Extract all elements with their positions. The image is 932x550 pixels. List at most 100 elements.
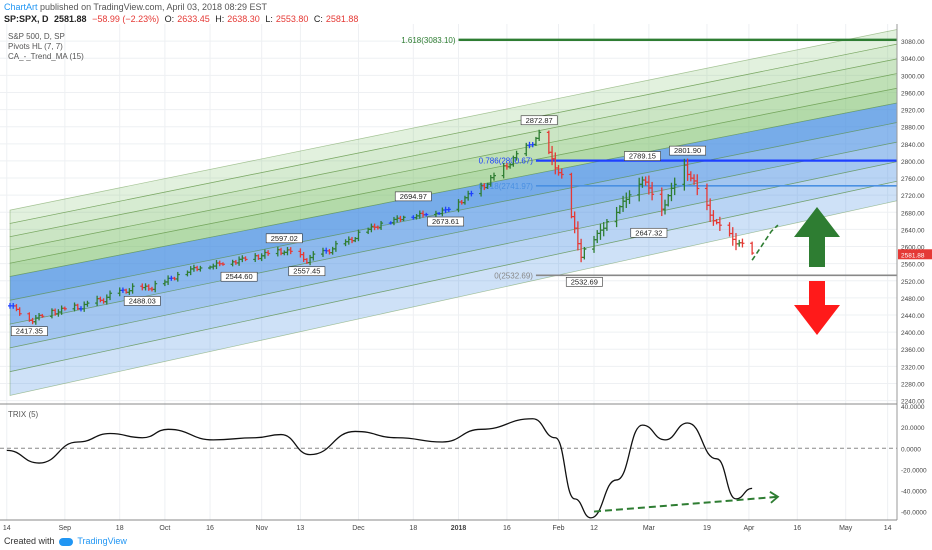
fib-level-label: 1.618(3083.10)	[401, 36, 456, 45]
study-legend: S&P 500, D, SP Pivots HL (7, 7) CA_-_Tre…	[8, 32, 84, 62]
pivot-label-box	[288, 266, 326, 277]
channel-band-green	[9, 29, 897, 224]
time-tick-label: 12	[590, 525, 598, 532]
price-tick-label: 2720.00	[901, 193, 925, 200]
pivot-label-box	[265, 233, 303, 244]
time-tick-label: Nov	[255, 525, 268, 532]
last-price-tag-label: 2581.88	[901, 252, 925, 259]
pivot-label: 2597.02	[271, 234, 298, 243]
channel-band-green	[9, 87, 897, 277]
trix-pane	[0, 404, 897, 520]
channel-band-green	[9, 43, 897, 238]
last-price-tag	[898, 249, 932, 260]
divergence-line	[593, 495, 779, 513]
legend-pivots[interactable]: Pivots HL (7, 7)	[8, 42, 63, 51]
price-tick-label: 2680.00	[901, 210, 925, 217]
trix-tick-label: 0.0000	[901, 446, 921, 453]
channel-band-green	[9, 73, 897, 264]
footer: Created with TradingView	[4, 536, 127, 546]
pivot-label-box	[10, 326, 48, 336]
price-tick-label: 2400.00	[901, 330, 925, 337]
legend-symbol[interactable]: S&P 500, D, SP	[8, 32, 65, 41]
pivot-label-box	[123, 296, 161, 306]
price-tick-label: 3000.00	[901, 73, 925, 80]
arrow-up-icon	[794, 207, 840, 267]
close-label: C:	[313, 14, 323, 24]
price-tick-label: 2240.00	[901, 399, 925, 406]
open-label: O:	[164, 14, 175, 24]
fib-level-label: 0(2532.69)	[494, 271, 533, 280]
last-price: 2581.88	[54, 14, 87, 24]
projection-dash	[751, 224, 779, 261]
time-tick-label: 13	[296, 525, 304, 532]
author-link[interactable]: ChartArt	[4, 2, 38, 12]
legend-trend-ma[interactable]: CA_-_Trend_MA (15)	[8, 52, 84, 61]
low-label: L:	[265, 14, 273, 24]
footer-created: Created with	[4, 536, 55, 546]
time-tick-label: 16	[793, 525, 801, 532]
trix-tick-label: 40.0000	[901, 404, 925, 411]
pivot-label: 2532.69	[571, 277, 598, 286]
price-tick-label: 2360.00	[901, 347, 925, 354]
price-tick-label: 3080.00	[901, 39, 925, 46]
symbol-label: SP:SPX, D	[4, 14, 49, 24]
price-pane	[0, 24, 897, 404]
pivot-label-box	[630, 227, 668, 238]
price-tick-label: 2760.00	[901, 176, 925, 183]
trix-tick-label: -20.0000	[901, 467, 927, 474]
pivot-label: 2872.87	[526, 116, 553, 125]
time-tick-label: Dec	[352, 525, 365, 532]
price-tick-label: 2320.00	[901, 364, 925, 371]
time-tick-label: 2018	[451, 525, 467, 532]
pivot-label: 2789.15	[629, 152, 656, 161]
price-tick-label: 2800.00	[901, 159, 925, 166]
time-tick-label: 14	[3, 525, 11, 532]
price-tick-label: 2960.00	[901, 90, 925, 97]
price-tick-label: 2520.00	[901, 279, 925, 286]
price-tick-label: 2480.00	[901, 296, 925, 303]
pivot-label-box	[624, 151, 661, 161]
channel-band-blue	[9, 180, 897, 396]
high-value: 2638.30	[227, 14, 260, 24]
pivot-label: 2801.90	[674, 146, 701, 155]
trix-tick-label: -40.0000	[901, 488, 927, 495]
pivot-label-box	[394, 191, 432, 202]
time-tick-label: 18	[409, 525, 417, 532]
time-tick-label: 19	[703, 525, 711, 532]
fib-level-label: 0.786(2800.67)	[479, 157, 534, 166]
time-tick-label: Apr	[743, 525, 755, 532]
pivot-label-box	[220, 271, 258, 282]
channel-band-blue	[9, 161, 897, 373]
price-tick-label: 2880.00	[901, 125, 925, 132]
pivot-label: 2694.97	[400, 192, 427, 201]
close-value: 2581.88	[325, 14, 359, 24]
pivot-label-box	[427, 216, 464, 227]
time-tick-label: 18	[116, 525, 124, 532]
pivot-label: 2647.32	[635, 228, 662, 237]
trix-legend[interactable]: TRIX (5)	[8, 410, 39, 419]
pivot-label: 2417.35	[16, 327, 43, 336]
trix-line	[6, 418, 753, 519]
trix-tick-label: -60.0000	[901, 510, 927, 517]
time-tick-label: May	[839, 525, 853, 532]
price-tick-label: 2840.00	[901, 142, 925, 149]
ohlc-bar: SP:SPX, D 2581.88 −58.99 (−2.23%) O: 2633…	[4, 14, 361, 24]
pivot-label-box	[520, 115, 558, 126]
fib-level-label: 0.618(2741.97)	[479, 182, 534, 191]
low-value: 2553.80	[275, 14, 309, 24]
time-tick-label: 14	[884, 525, 892, 532]
price-tick-label: 3040.00	[901, 56, 925, 63]
open-value: 2633.45	[177, 14, 210, 24]
price-tick-label: 2920.00	[901, 108, 925, 115]
axes: 3080.00 3040.00 3000.00 2960.00 2920.00 2880.…	[0, 24, 932, 532]
footer-brand[interactable]: TradingView	[77, 536, 127, 546]
tradingview-logo-icon	[59, 537, 74, 546]
divergence-arrowhead-icon	[769, 491, 780, 504]
publish-info: ChartArt published on TradingView.com, A…	[4, 2, 267, 12]
pivot-label-box	[565, 277, 603, 287]
price-tick-label: 2280.00	[901, 381, 925, 388]
pivot-label: 2673.61	[432, 217, 459, 226]
publish-text: published on TradingView.com, April 03, …	[40, 2, 268, 12]
arrow-down-icon	[794, 281, 840, 335]
